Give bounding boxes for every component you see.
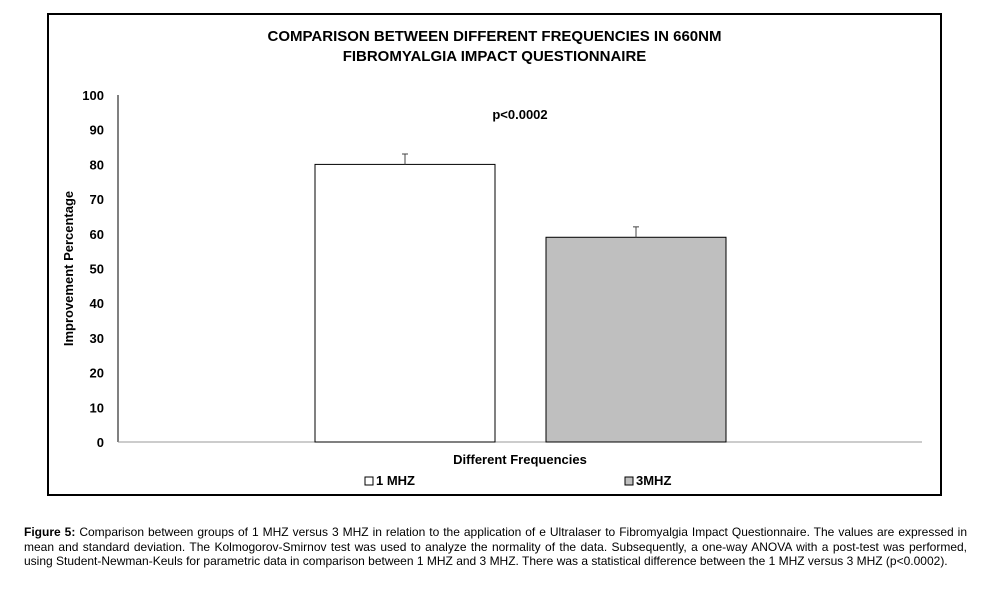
y-tick-label: 20 (90, 366, 104, 381)
y-tick-label: 40 (90, 296, 104, 311)
figure-caption: Figure 5: Comparison between groups of 1… (24, 525, 967, 569)
legend-swatch-2 (624, 476, 634, 486)
caption-label: Figure 5: (24, 525, 76, 539)
x-axis-label: Different Frequencies (453, 452, 587, 467)
y-tick-label: 50 (90, 262, 104, 277)
chart-title-line-1: COMPARISON BETWEEN DIFFERENT FREQUENCIES… (267, 28, 722, 45)
y-tick-label: 70 (90, 192, 104, 207)
legend-label-1: 1 MHZ (376, 473, 415, 488)
chart-title-line-2: FIBROMYALGIA IMPACT QUESTIONNAIRE (342, 48, 647, 65)
bar-2 (545, 236, 727, 443)
bar-chart: 0 10 20 30 40 50 60 70 80 90 100 Improvement Percen… (61, 88, 922, 488)
chart-title: COMPARISON BETWEEN DIFFERENT FREQUENCIES… (49, 27, 940, 67)
legend-swatch-1 (364, 476, 374, 486)
y-tick-label: 0 (97, 435, 104, 450)
caption-text: Comparison between groups of 1 MHZ versu… (24, 525, 968, 568)
y-tick-label: 10 (90, 400, 104, 415)
legend-label-2: 3MHZ (636, 473, 671, 488)
significance-annotation: p<0.0002 (492, 107, 547, 122)
y-tick-label: 60 (90, 227, 104, 242)
y-tick-label: 80 (90, 157, 104, 172)
chart-frame: COMPARISON BETWEEN DIFFERENT FREQUENCIES… (47, 13, 942, 496)
y-tick-label: 100 (82, 88, 104, 103)
bar-1 (314, 163, 496, 443)
y-tick-label: 90 (90, 123, 104, 138)
y-tick-label: 30 (90, 331, 104, 346)
y-axis-label: Improvement Percentage (61, 191, 76, 346)
